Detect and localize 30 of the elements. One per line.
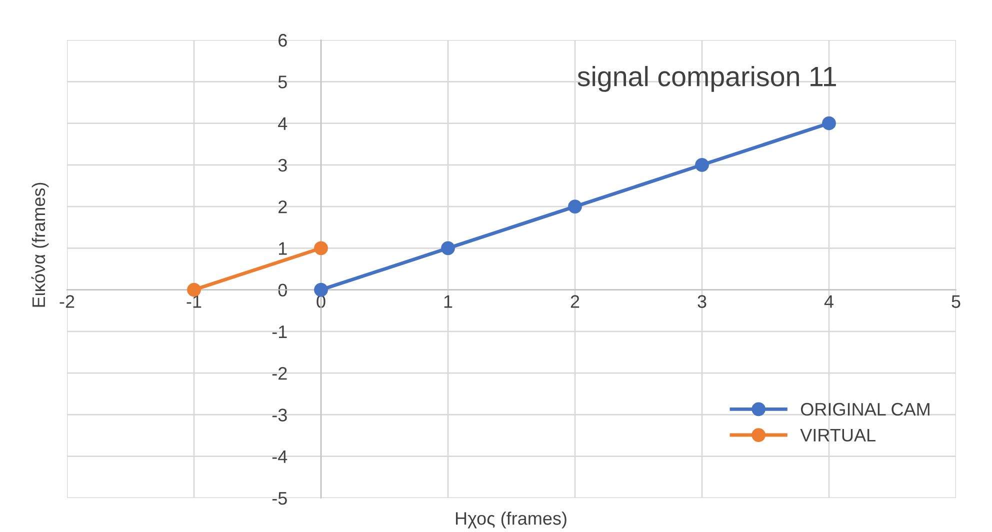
x-tick-label: 1 — [444, 295, 452, 308]
point — [822, 116, 836, 130]
point — [695, 158, 709, 172]
point — [441, 241, 455, 256]
y-tick-label: -3 — [272, 408, 287, 422]
point — [568, 200, 582, 214]
point — [314, 241, 328, 256]
x-axis-title: Ηχος (frames) — [456, 512, 566, 528]
y-tick-label: 5 — [278, 76, 287, 88]
x-tick-label: 2 — [570, 295, 580, 308]
legend-label: VIRTUAL — [800, 428, 876, 442]
x-tick-label: 3 — [698, 295, 706, 308]
y-tick-label: -2 — [272, 367, 287, 380]
y-tick-label: -1 — [272, 326, 287, 338]
y-tick-label: 6 — [278, 34, 287, 47]
y-tick-label: 4 — [278, 117, 288, 130]
x-tick-label: -2 — [60, 295, 74, 308]
y-tick-label: 1 — [279, 242, 287, 255]
text: signal comparison 11 — [578, 66, 836, 92]
y-tick-label: -4 — [272, 450, 288, 463]
y-axis-title: Εικόνα (frames) — [31, 182, 49, 307]
x-tick-label: 4 — [824, 295, 834, 308]
point — [314, 282, 328, 297]
legend-label: ORIGINAL CAM — [800, 402, 930, 416]
x-tick-label: -1 — [186, 295, 202, 308]
y-tick-label: 3 — [278, 158, 287, 172]
y-tick-label: -5 — [272, 492, 287, 505]
y-tick-label: 0 — [278, 284, 287, 297]
y-tick-label: 2 — [278, 200, 287, 214]
x-tick-label: 5 — [952, 295, 960, 308]
